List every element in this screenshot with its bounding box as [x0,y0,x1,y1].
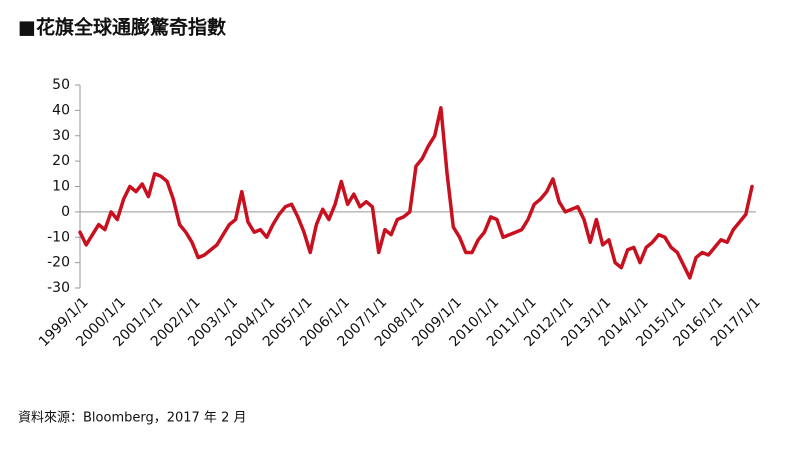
y-tick-label: 40 [52,102,70,118]
y-tick-label: -30 [47,280,70,296]
y-tick-label: -10 [47,229,70,245]
y-tick-label: 30 [52,128,70,144]
y-tick-label: 50 [52,77,70,93]
y-tick-label: 20 [52,153,70,169]
y-tick-label: 0 [61,204,70,220]
data-line [78,106,754,280]
chart-title: ■花旗全球通膨驚奇指數 [18,16,226,39]
y-tick-label: 10 [52,179,70,195]
y-tick-label: -20 [47,255,70,271]
source-note: 資料來源：Bloomberg，2017 年 2 月 [18,411,246,426]
